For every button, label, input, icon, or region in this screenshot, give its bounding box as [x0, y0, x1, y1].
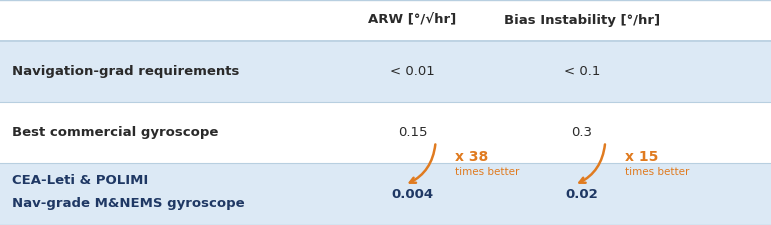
Text: times better: times better: [625, 167, 689, 177]
Bar: [0, 163, 771, 225]
Bar: [0, 40, 771, 102]
Text: CEA-Leti & POLIMI: CEA-Leti & POLIMI: [12, 174, 148, 187]
Text: Bias Instability [°/hr]: Bias Instability [°/hr]: [504, 14, 660, 27]
Text: 0.3: 0.3: [571, 126, 593, 139]
Text: Navigation-grad requirements: Navigation-grad requirements: [12, 65, 239, 78]
Text: 0.02: 0.02: [566, 188, 598, 200]
Bar: [0, 0, 771, 40]
Text: 0.15: 0.15: [398, 126, 427, 139]
Text: < 0.1: < 0.1: [564, 65, 601, 78]
Text: Best commercial gyroscope: Best commercial gyroscope: [12, 126, 218, 139]
Text: < 0.01: < 0.01: [390, 65, 435, 78]
Bar: [0, 102, 771, 163]
Text: 0.004: 0.004: [392, 188, 433, 200]
Text: ARW [°/√hr]: ARW [°/√hr]: [369, 14, 456, 27]
Text: x 15: x 15: [625, 150, 658, 164]
Text: Nav-grade M&NEMS gyroscope: Nav-grade M&NEMS gyroscope: [12, 197, 244, 209]
Text: times better: times better: [455, 167, 519, 177]
Text: x 38: x 38: [455, 150, 488, 164]
